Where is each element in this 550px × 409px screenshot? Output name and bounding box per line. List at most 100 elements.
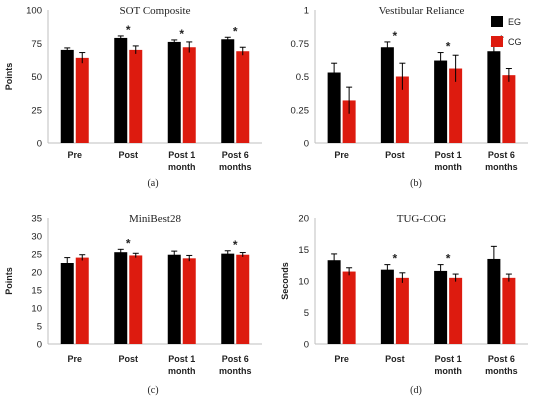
significance-marker: * (393, 29, 398, 43)
significance-marker: * (233, 24, 238, 38)
y-tick-label: 0 (37, 139, 42, 150)
chart-panel-2: 0 0.25 0.5 0.75 1 Vestibular Reliance Pre * Post… (291, 5, 528, 189)
x-tick-label: Post 1 month (168, 150, 196, 172)
chart-title: SOT Composite (119, 5, 190, 17)
bar-eg (114, 37, 128, 143)
bar-cg (182, 258, 196, 344)
y-tick-label: 75 (31, 39, 42, 50)
x-tick-label: Post 1 month (434, 150, 462, 172)
chart-panel-3: 0 5 10 15 20 25 30 35 MiniBest28 Points Pre * Post Po… (4, 213, 262, 396)
legend: EG CG (491, 16, 522, 47)
y-axis-label: Seconds (280, 262, 290, 300)
x-tick-label: Post (385, 354, 405, 364)
bar-eg (380, 47, 394, 143)
bar-cg (502, 75, 516, 143)
bar-cg (395, 76, 409, 143)
legend-swatch-eg (491, 16, 503, 27)
bar-eg (327, 260, 341, 344)
bar-cg (449, 68, 463, 143)
significance-marker: * (126, 23, 131, 37)
subplot-label: (b) (410, 178, 422, 189)
x-tick-label: Post (118, 354, 138, 364)
bar-cg (129, 49, 143, 143)
y-tick-label: 0 (304, 340, 309, 351)
x-tick-label: Pre (67, 354, 82, 364)
significance-marker: * (233, 238, 238, 252)
chart-panel-1: 0 25 50 75 100 SOT Composite Points Pre * Post * Po… (4, 5, 262, 189)
y-tick-label: 10 (31, 304, 42, 315)
y-tick-label: 50 (31, 72, 42, 83)
legend-label-eg: EG (508, 17, 521, 27)
significance-marker: * (446, 252, 451, 266)
legend-label-cg: CG (508, 37, 522, 47)
y-tick-label: 35 (31, 214, 42, 225)
chart-panel-4: 0 5 10 15 20 TUG-COG Seconds Pre * Post * Post 1 mon… (280, 213, 528, 396)
y-tick-label: 15 (298, 245, 309, 256)
y-tick-label: 20 (31, 268, 42, 279)
y-tick-label: 0.5 (296, 72, 309, 83)
x-tick-label: Post (118, 150, 138, 160)
y-tick-label: 0 (37, 340, 42, 351)
chart-title: Vestibular Reliance (379, 5, 465, 17)
chart-title: MiniBest28 (129, 213, 181, 225)
significance-marker: * (393, 252, 398, 266)
bar-eg (114, 252, 128, 344)
subplot-label: (a) (147, 178, 158, 189)
x-tick-label: Pre (334, 150, 349, 160)
x-tick-label: Post 6 months (485, 150, 518, 172)
bar-cg (449, 277, 463, 344)
significance-marker: * (179, 27, 184, 41)
bar-cg (395, 277, 409, 344)
y-axis-label: Points (4, 63, 14, 91)
bar-eg (221, 39, 235, 144)
x-tick-label: Post 6 months (219, 150, 252, 172)
y-tick-label: 5 (304, 308, 309, 319)
x-tick-label: Pre (67, 150, 82, 160)
bar-eg (380, 269, 394, 344)
bar-eg (434, 270, 448, 344)
bar-cg (342, 271, 356, 344)
significance-marker: * (126, 236, 131, 250)
bar-cg (342, 100, 356, 143)
y-tick-label: 100 (26, 6, 42, 17)
bar-cg (75, 57, 89, 143)
x-tick-label: Post 1 month (434, 354, 462, 376)
bar-eg (487, 51, 501, 144)
bar-eg (60, 49, 74, 143)
y-tick-label: 25 (31, 105, 42, 116)
bar-cg (129, 255, 143, 344)
y-tick-label: 25 (31, 250, 42, 261)
x-tick-label: Post (385, 150, 405, 160)
subplot-label: (d) (410, 385, 422, 396)
bar-cg (75, 257, 89, 344)
y-tick-label: 10 (298, 277, 309, 288)
y-tick-label: 20 (298, 214, 309, 225)
bar-cg (236, 51, 250, 144)
legend-swatch-cg (491, 36, 503, 47)
y-tick-label: 0.75 (291, 39, 310, 50)
bar-eg (167, 254, 181, 344)
bar-eg (327, 72, 341, 143)
x-tick-label: Post 6 months (485, 354, 518, 376)
x-tick-label: Post 6 months (219, 354, 252, 376)
bar-eg (487, 258, 501, 344)
y-tick-label: 0.25 (291, 105, 310, 116)
x-tick-label: Pre (334, 354, 349, 364)
chart-title: TUG-COG (397, 213, 447, 225)
bar-cg (182, 47, 196, 143)
y-tick-label: 0 (304, 139, 309, 150)
y-tick-label: 1 (304, 6, 309, 17)
bar-eg (221, 253, 235, 344)
bar-eg (60, 263, 74, 344)
significance-marker: * (446, 40, 451, 54)
y-tick-label: 5 (37, 322, 42, 333)
bar-eg (434, 60, 448, 143)
bar-cg (502, 277, 516, 344)
bar-eg (167, 41, 181, 143)
y-tick-label: 30 (31, 232, 42, 243)
x-tick-label: Post 1 month (168, 354, 196, 376)
subplot-label: (c) (147, 385, 158, 396)
bar-cg (236, 254, 250, 344)
